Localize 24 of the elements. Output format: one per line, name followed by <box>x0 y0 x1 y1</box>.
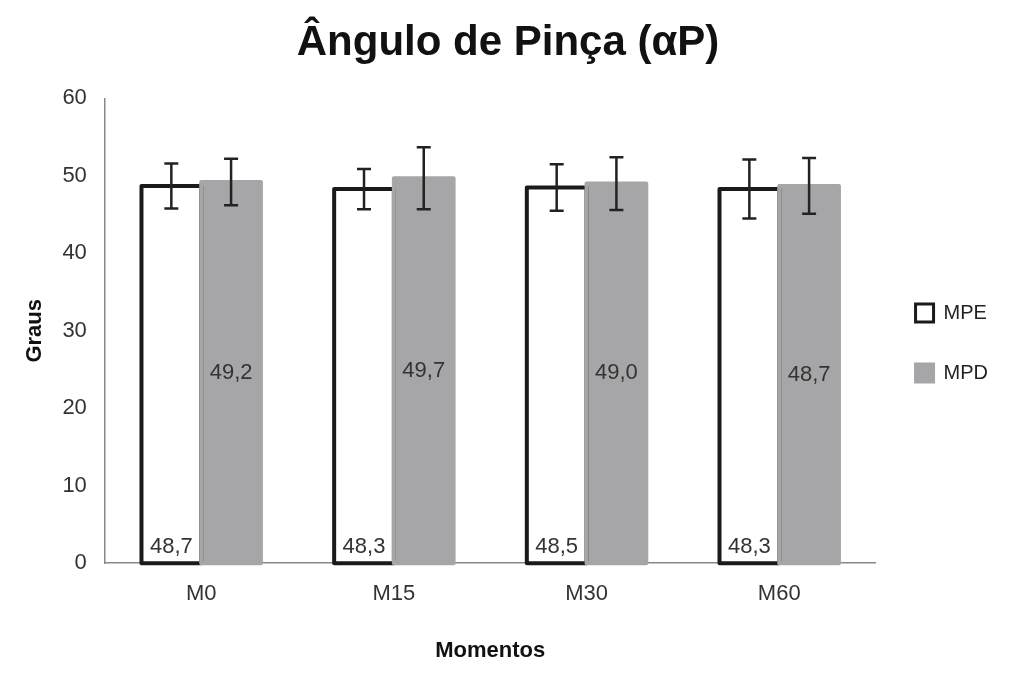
y-tick-label: 0 <box>74 549 87 575</box>
data-label: 48,3 <box>342 533 386 559</box>
y-tick-label: 30 <box>62 316 87 342</box>
x-tick-label: M15 <box>372 580 416 606</box>
x-axis-title: Momentos <box>435 636 546 662</box>
data-label: 49,7 <box>402 356 446 382</box>
data-label: 48,7 <box>149 533 193 559</box>
y-tick-label: 10 <box>62 471 87 497</box>
y-axis-title: Graus <box>21 299 47 363</box>
data-label: 48,5 <box>535 533 579 559</box>
chart-title: Ângulo de Pinça (αP) <box>296 15 720 64</box>
x-tick-label: M60 <box>757 580 801 606</box>
x-tick-label: M30 <box>565 580 608 606</box>
x-tick-label: M0 <box>185 580 217 606</box>
data-label: 49,0 <box>595 359 638 385</box>
legend-label: MPE <box>943 300 987 323</box>
y-tick-label: 50 <box>62 161 87 187</box>
legend-label: MPD <box>943 360 989 383</box>
data-label: 48,3 <box>727 533 771 559</box>
data-label: 48,7 <box>787 360 831 386</box>
y-tick-label: 20 <box>62 394 87 420</box>
data-label: 49,2 <box>209 358 253 384</box>
y-tick-label: 40 <box>62 239 87 265</box>
y-tick-label: 60 <box>62 84 87 110</box>
